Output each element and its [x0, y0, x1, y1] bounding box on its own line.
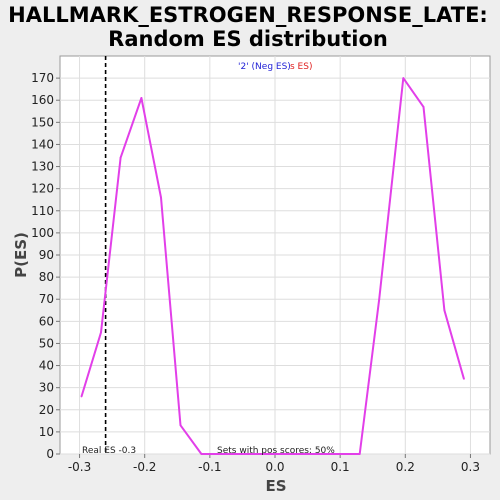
data-point	[239, 453, 242, 455]
real-es-label: Real ES -0.3	[82, 446, 136, 456]
pos-scores-label: Sets with pos scores: 50%	[217, 446, 335, 456]
x-tick-label: -0.1	[198, 460, 221, 474]
y-tick-label: 130	[31, 160, 54, 174]
data-point	[337, 453, 340, 455]
data-point	[358, 453, 361, 455]
chart-title-line-1: HALLMARK_ESTROGEN_RESPONSE_LATE:	[8, 3, 488, 27]
x-axis-label: ES	[265, 477, 286, 495]
data-point	[463, 377, 465, 380]
data-point	[119, 156, 122, 159]
x-axis: -0.3 -0.2 -0.1 0.0 0.1 0.2 0.3	[68, 454, 480, 474]
x-tick-label: 0.2	[396, 460, 415, 474]
y-tick-label: 30	[39, 381, 54, 395]
y-axis: 0 10 20 30 40 50 60 70 80 90 100 110 120 130 140 150 160…	[31, 71, 60, 461]
data-point	[80, 395, 83, 398]
y-tick-label: 10	[39, 425, 54, 439]
y-tick-label: 80	[39, 270, 54, 284]
y-tick-label: 40	[39, 359, 54, 373]
legend-red-label: s ES)	[290, 62, 312, 72]
x-tick-label: 0.3	[461, 460, 480, 474]
y-tick-label: 70	[39, 292, 54, 306]
data-point	[220, 453, 222, 455]
y-tick-label: 160	[31, 93, 54, 107]
y-tick-label: 60	[39, 314, 54, 328]
data-point	[100, 331, 102, 334]
data-point	[179, 424, 182, 427]
legend-blue-label: '2' (Neg ES)	[238, 62, 291, 72]
data-point	[298, 453, 301, 455]
data-point	[140, 97, 143, 99]
y-tick-label: 90	[39, 248, 54, 262]
data-point	[318, 453, 321, 455]
y-tick-label: 20	[39, 403, 54, 417]
data-point	[200, 453, 203, 455]
y-tick-label: 50	[39, 336, 54, 350]
data-point	[279, 453, 282, 455]
data-point	[378, 298, 381, 301]
data-point	[443, 309, 446, 312]
y-tick-label: 150	[31, 115, 54, 129]
x-tick-label: 0.1	[331, 460, 350, 474]
y-tick-label: 140	[31, 137, 54, 151]
chart-title-line-2: Random ES distribution	[108, 27, 388, 51]
y-tick-label: 120	[31, 182, 54, 196]
x-tick-label: -0.3	[68, 460, 91, 474]
grid	[60, 56, 490, 455]
y-tick-label: 0	[46, 447, 54, 461]
x-tick-label: 0.0	[265, 460, 284, 474]
series-line	[80, 77, 465, 455]
series-group	[80, 77, 465, 455]
y-tick-label: 100	[31, 226, 54, 240]
data-point	[402, 77, 405, 80]
y-tick-label: 170	[31, 71, 54, 85]
y-axis-label: P(ES)	[12, 232, 30, 278]
data-point	[422, 105, 425, 108]
data-point	[160, 196, 162, 199]
data-point	[259, 453, 262, 455]
x-tick-label: -0.2	[133, 460, 156, 474]
y-tick-label: 110	[31, 204, 54, 218]
